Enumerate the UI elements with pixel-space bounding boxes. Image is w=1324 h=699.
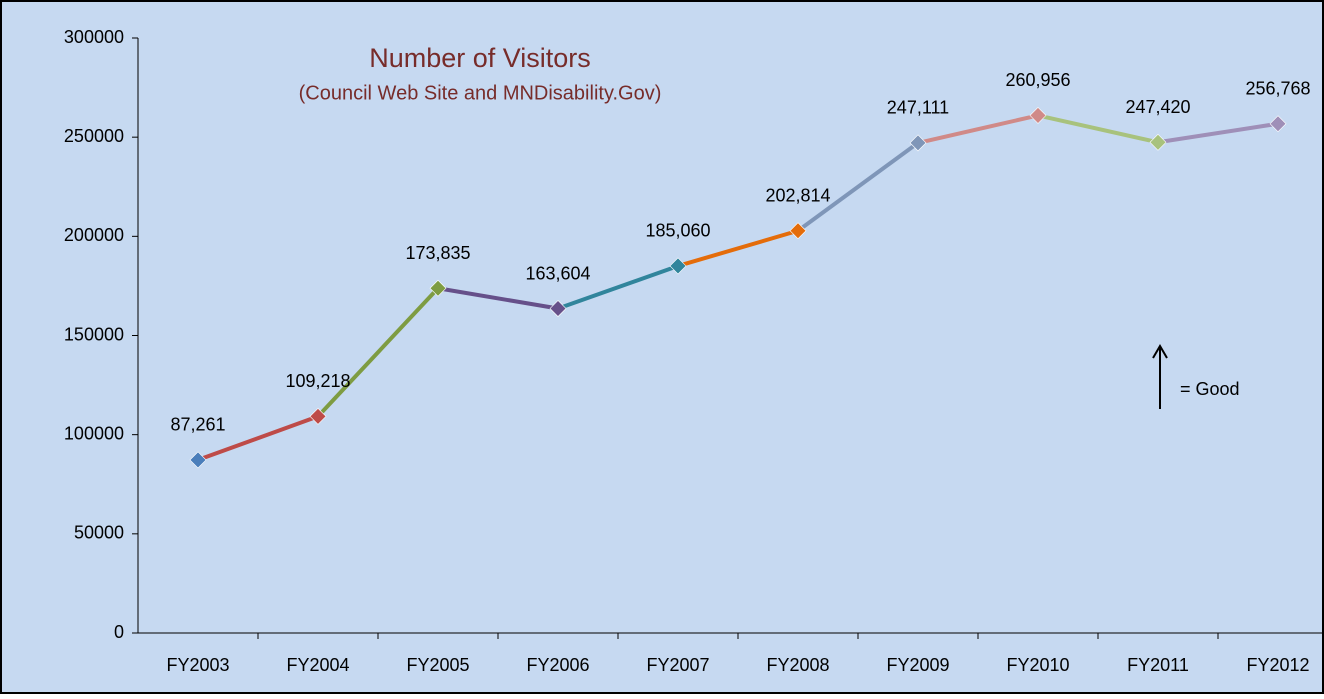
y-tick-label: 200000 xyxy=(64,225,124,245)
x-tick-label: FY2004 xyxy=(286,655,349,675)
marker xyxy=(429,279,447,297)
x-tick-label: FY2008 xyxy=(766,655,829,675)
chart-subtitle: (Council Web Site and MNDisability.Gov) xyxy=(299,82,662,104)
line-segment xyxy=(556,263,680,311)
data-label: 256,768 xyxy=(1245,78,1310,98)
y-tick-label: 0 xyxy=(114,622,124,642)
line-segment xyxy=(1156,121,1280,145)
annotation: = Good xyxy=(1180,379,1240,399)
data-label: 247,111 xyxy=(887,98,949,118)
x-tick-label: FY2006 xyxy=(526,655,589,675)
marker xyxy=(309,407,327,425)
x-tick-label: FY2012 xyxy=(1246,655,1309,675)
marker xyxy=(1269,115,1287,133)
data-label: 185,060 xyxy=(645,221,710,241)
data-label: 173,835 xyxy=(405,243,470,263)
x-tick-label: FY2011 xyxy=(1127,655,1189,675)
y-tick-label: 250000 xyxy=(64,126,124,146)
chart-title: Number of Visitors xyxy=(369,43,591,73)
x-tick-label: FY2003 xyxy=(166,655,229,675)
line-segment xyxy=(436,286,560,311)
marker xyxy=(789,222,807,240)
line-segment xyxy=(316,286,440,419)
y-tick-label: 150000 xyxy=(64,324,124,344)
line-segment xyxy=(916,113,1040,145)
data-label: 247,420 xyxy=(1125,97,1190,117)
data-label: 163,604 xyxy=(525,263,590,283)
data-label: 202,814 xyxy=(765,186,830,206)
x-tick-label: FY2009 xyxy=(886,655,949,675)
data-label: 87,261 xyxy=(170,415,225,435)
data-label: 109,218 xyxy=(285,371,350,391)
x-tick-label: FY2007 xyxy=(646,655,709,675)
marker xyxy=(1149,133,1167,151)
annotation-arrowhead xyxy=(1152,344,1168,359)
x-tick-label: FY2010 xyxy=(1006,655,1069,675)
line-segment xyxy=(796,140,920,233)
x-tick-label: FY2005 xyxy=(406,655,469,675)
marker xyxy=(1029,107,1047,124)
data-label: 260,956 xyxy=(1005,70,1070,90)
y-tick-label: 100000 xyxy=(64,423,124,443)
marker xyxy=(909,134,927,152)
marker xyxy=(549,300,567,317)
line-segment xyxy=(1036,113,1160,145)
y-tick-label: 300000 xyxy=(64,27,124,47)
marker xyxy=(189,451,207,469)
line-segment xyxy=(196,414,320,462)
line-segment xyxy=(676,228,800,268)
y-tick-label: 50000 xyxy=(74,523,124,543)
marker xyxy=(669,257,687,275)
